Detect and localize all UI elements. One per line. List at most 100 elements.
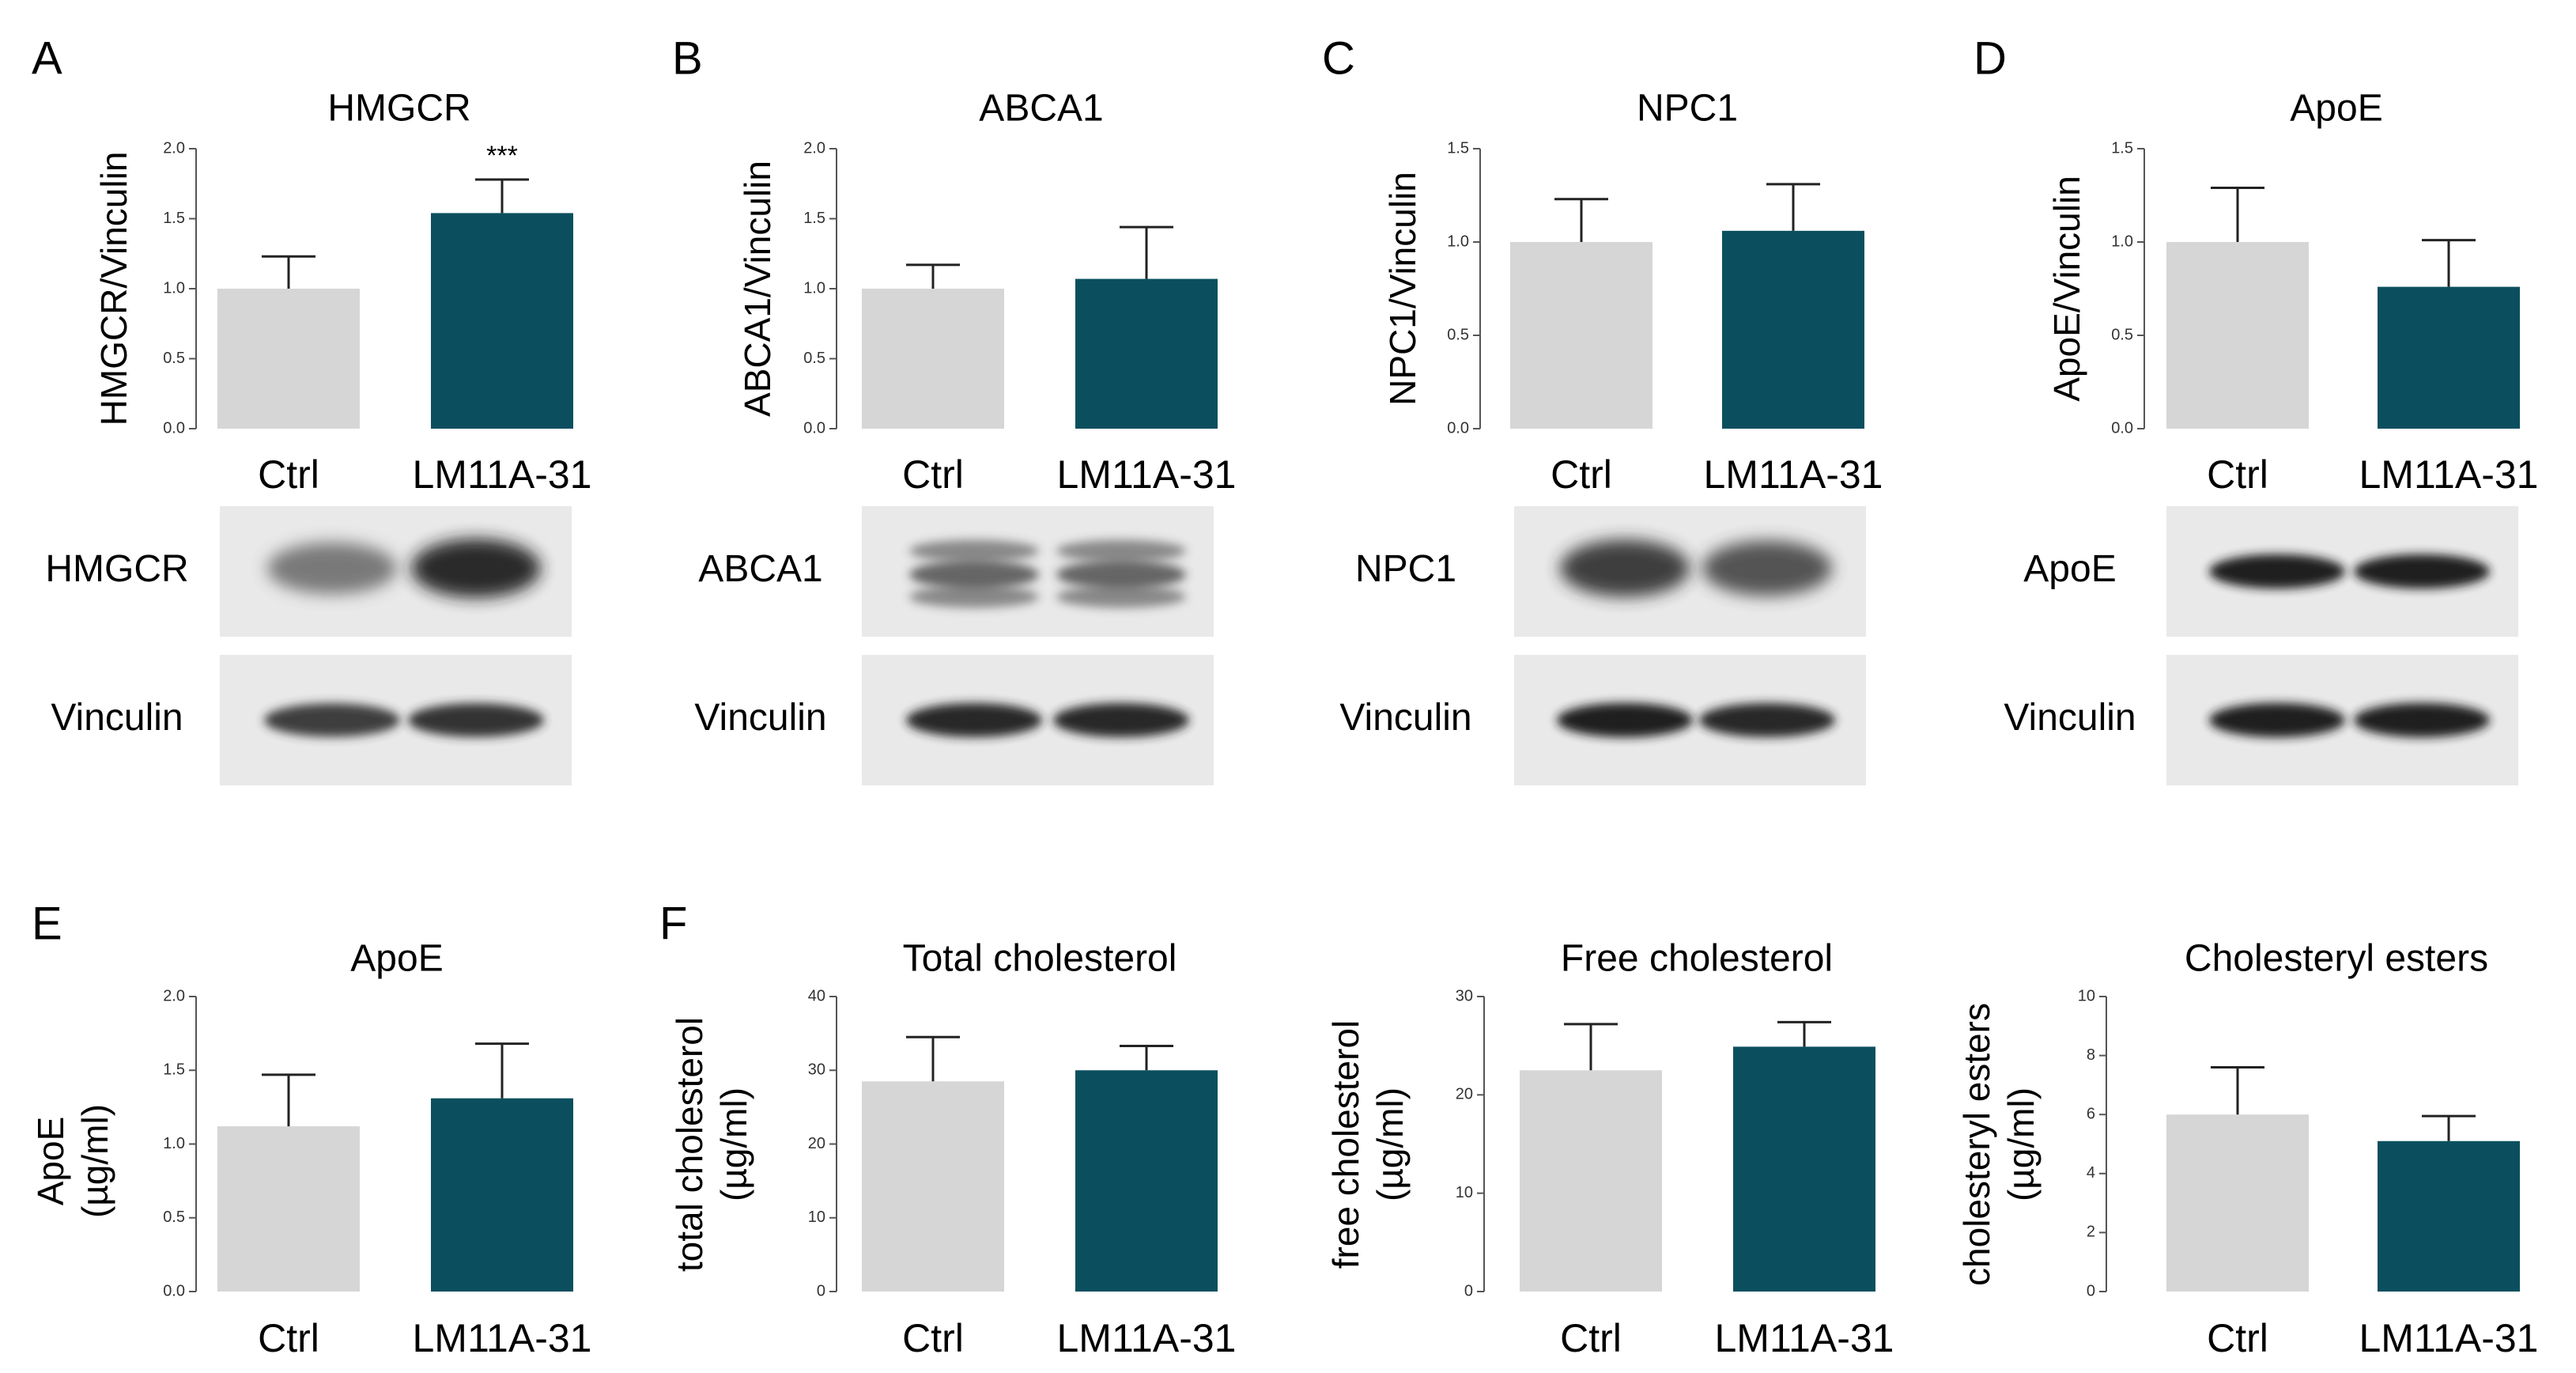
- chart-panel-3: C NPC1 0.0 0.5 1.0 1.5 NPC1/Vinculin Ctrl LM11A-…: [1322, 32, 1883, 497]
- bar-ctrl: [862, 289, 1004, 429]
- blot-band: [1699, 702, 1835, 738]
- blot-band: [264, 703, 400, 737]
- blot-label: Vinculin: [1339, 697, 1471, 739]
- y-axis-label: ABCA1/Vinculin: [737, 161, 778, 417]
- chart-panel-5: E ApoE 0.0 0.5 1.0 1.5 2.0 ApoE(µg/ml) Ctrl LM11A…: [30, 898, 591, 1360]
- category-label: Ctrl: [2207, 452, 2268, 497]
- category-label: LM11A-31: [2359, 1316, 2539, 1360]
- blot-band: [2354, 702, 2490, 738]
- chart-title: ApoE: [350, 938, 443, 980]
- chart-title: HMGCR: [327, 88, 470, 130]
- y-axis-label: NPC1/Vinculin: [1382, 172, 1423, 406]
- y-tick-label: 0.5: [803, 350, 825, 367]
- y-tick-label: 0: [1464, 1282, 1473, 1299]
- y-tick-label: 8: [2087, 1046, 2095, 1064]
- chart-panel-1: A HMGCR 0.0 0.5 1.0 1.5 2.0 HMGCR/Vinculin Ctrl *…: [32, 32, 591, 497]
- category-label: LM11A-31: [413, 452, 592, 497]
- blots-layer: HMGCR Vinculin ABCA1 Vinculin NPC1 Vinculin Ap…: [45, 506, 2518, 785]
- blot-label: Vinculin: [51, 697, 183, 739]
- blot-band: [1056, 539, 1186, 562]
- bar-lm11a-31: [1733, 1046, 1875, 1292]
- panel-letter: D: [1974, 32, 2007, 84]
- category-label: Ctrl: [258, 452, 319, 497]
- blot-band: [2209, 554, 2345, 589]
- y-tick-label: 1.0: [2111, 233, 2133, 250]
- bar-ctrl: [862, 1081, 1004, 1292]
- panel-letter: A: [32, 32, 62, 84]
- category-label: LM11A-31: [1715, 1316, 1894, 1360]
- bar-lm11a-31: [431, 1098, 573, 1292]
- y-tick-label: 0.0: [803, 419, 825, 437]
- panel-letter: C: [1322, 32, 1355, 84]
- y-tick-label: 1.5: [2111, 139, 2133, 157]
- y-tick-label: 2.0: [163, 139, 185, 157]
- blot-band: [1557, 702, 1693, 738]
- chart-title: ApoE: [2290, 88, 2382, 130]
- chart-panel-8: Cholesteryl esters 0 2 4 6 8 10 cholesteryl est…: [1956, 938, 2538, 1361]
- category-label: Ctrl: [258, 1316, 319, 1360]
- blot-band: [408, 703, 544, 737]
- blot-label: Vinculin: [694, 697, 826, 739]
- blot-label: ABCA1: [698, 548, 822, 590]
- bar-lm11a-31: [2378, 286, 2520, 429]
- bar-ctrl: [217, 1126, 360, 1292]
- bar-ctrl: [217, 289, 360, 429]
- chart-panel-7: Free cholesterol 0 10 20 30 free cholesterol(…: [1325, 938, 1894, 1361]
- category-label: Ctrl: [902, 1316, 964, 1360]
- chart-title: Free cholesterol: [1561, 938, 1833, 980]
- chart-panel-2: B ABCA1 0.0 0.5 1.0 1.5 2.0 ABCA1/Vinculin Ctrl L…: [672, 32, 1236, 497]
- category-label: Ctrl: [2207, 1316, 2268, 1360]
- y-tick-label: 30: [808, 1061, 825, 1079]
- y-axis-label: total cholesterol(µg/ml): [669, 1017, 754, 1272]
- y-axis-label: ApoE/Vinculin: [2046, 176, 2087, 402]
- y-tick-label: 1.0: [1447, 233, 1469, 250]
- panel-letter: E: [32, 898, 62, 949]
- y-tick-label: 2.0: [163, 987, 185, 1004]
- bar-ctrl: [1510, 242, 1652, 429]
- y-tick-label: 0.5: [2111, 326, 2133, 343]
- blot-panel-A: HMGCR Vinculin: [45, 506, 572, 785]
- blot-band: [906, 702, 1042, 738]
- y-axis-label: ApoE(µg/ml): [30, 1104, 115, 1218]
- blot-band: [1053, 702, 1189, 738]
- chart-panel-4: D ApoE 0.0 0.5 1.0 1.5 ApoE/Vinculin Ctrl LM11A-…: [1974, 32, 2538, 497]
- y-tick-label: 1.0: [803, 279, 825, 297]
- blot-label: HMGCR: [45, 548, 188, 590]
- y-tick-label: 10: [1456, 1184, 1473, 1201]
- y-tick-label: 20: [1456, 1086, 1473, 1103]
- blot-panel-B: ABCA1 Vinculin: [694, 506, 1214, 785]
- significance-label: ***: [486, 141, 518, 171]
- y-tick-label: 10: [808, 1208, 825, 1226]
- y-tick-label: 10: [2078, 987, 2095, 1004]
- y-tick-label: 0.5: [1447, 326, 1469, 343]
- y-tick-label: 6: [2087, 1105, 2095, 1122]
- y-tick-label: 0.0: [1447, 419, 1469, 437]
- y-tick-label: 1.0: [163, 1135, 185, 1152]
- category-label: LM11A-31: [1057, 1316, 1237, 1360]
- blot-label: ApoE: [2023, 548, 2116, 590]
- y-tick-label: 1.0: [163, 279, 185, 297]
- chart-title: Cholesteryl esters: [2185, 938, 2488, 980]
- y-tick-label: 0.5: [163, 1208, 185, 1226]
- y-tick-label: 0: [2087, 1282, 2095, 1299]
- blot-band: [267, 542, 397, 595]
- blot-band: [909, 560, 1039, 589]
- y-axis-label: free cholesterol(µg/ml): [1325, 1020, 1411, 1269]
- y-tick-label: 2.0: [803, 139, 825, 157]
- category-label: Ctrl: [1551, 452, 1612, 497]
- blot-panel-D: ApoE Vinculin: [2004, 506, 2518, 785]
- charts-layer: A HMGCR 0.0 0.5 1.0 1.5 2.0 HMGCR/Vinculin Ctrl *…: [30, 32, 2538, 1360]
- chart-title: Total cholesterol: [903, 938, 1177, 980]
- blot-band: [2354, 554, 2490, 589]
- blot-band: [1560, 539, 1690, 597]
- category-label: LM11A-31: [1057, 452, 1237, 497]
- bar-lm11a-31: [1075, 278, 1218, 429]
- category-label: Ctrl: [1560, 1316, 1622, 1360]
- category-label: LM11A-31: [2359, 452, 2539, 497]
- bar-ctrl: [2166, 1114, 2309, 1292]
- y-tick-label: 2: [2087, 1224, 2095, 1241]
- y-tick-label: 1.5: [1447, 139, 1469, 157]
- blot-label: NPC1: [1355, 548, 1456, 590]
- y-tick-label: 1.5: [163, 210, 185, 227]
- blot-band: [411, 539, 541, 598]
